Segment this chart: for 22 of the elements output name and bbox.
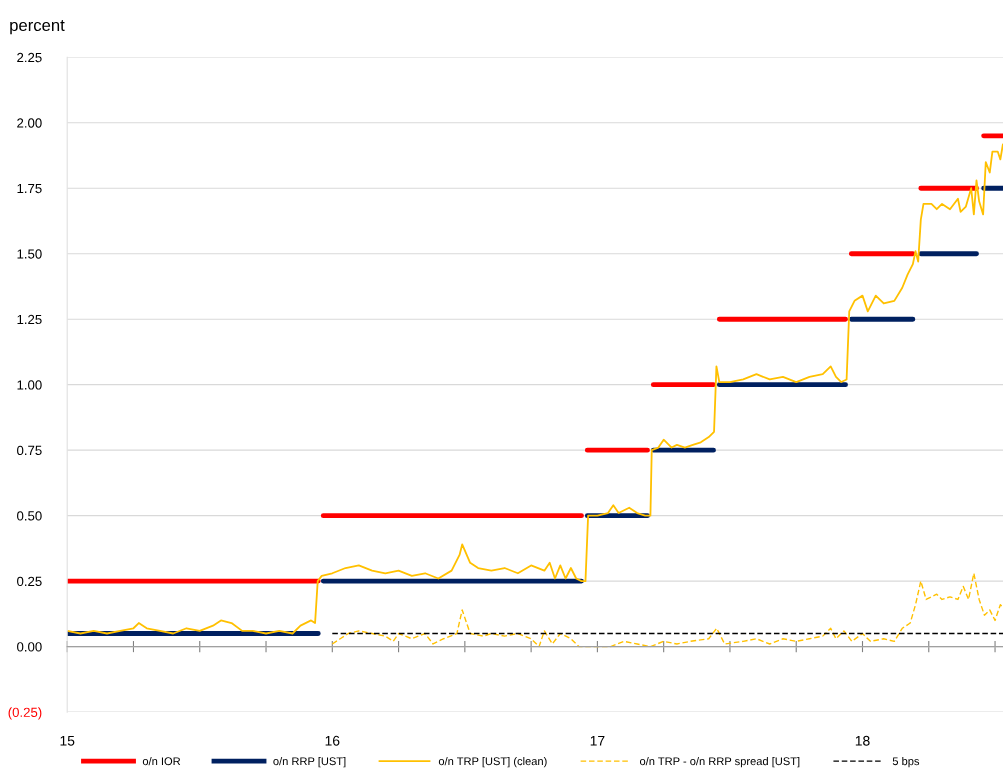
x-tick-label: 17 bbox=[590, 736, 605, 746]
y-tick-label: (0.25) bbox=[8, 707, 42, 720]
y-tick-label: 1.25 bbox=[17, 314, 42, 325]
y-tick-label: 0.50 bbox=[17, 511, 42, 521]
legend-label: o/n IOR bbox=[142, 756, 181, 766]
y-tick-label: 0.00 bbox=[17, 642, 42, 652]
y-tick-label: 1.00 bbox=[17, 380, 42, 390]
line-series bbox=[331, 572, 1003, 648]
legend-label: 5 bps bbox=[892, 756, 920, 768]
legend-label: o/n TRP - o/n RRP spread [UST] bbox=[639, 756, 800, 768]
y-axis-title: percent bbox=[10, 20, 65, 35]
y-tick-label: 2.00 bbox=[17, 118, 42, 128]
x-tick-label: 16 bbox=[325, 735, 340, 746]
y-tick-label: 1.75 bbox=[17, 183, 42, 194]
y-tick-label: 1.50 bbox=[17, 249, 42, 259]
legend-label: o/n RRP [UST] bbox=[273, 756, 346, 768]
y-tick-label: 0.25 bbox=[17, 576, 42, 587]
x-tick-label: 15 bbox=[60, 736, 75, 746]
y-tick-label: 2.25 bbox=[17, 52, 42, 63]
legend-label: o/n TRP [UST] (clean) bbox=[438, 756, 547, 768]
y-tick-label: 0.75 bbox=[17, 445, 42, 456]
x-tick-label: 18 bbox=[855, 735, 870, 746]
